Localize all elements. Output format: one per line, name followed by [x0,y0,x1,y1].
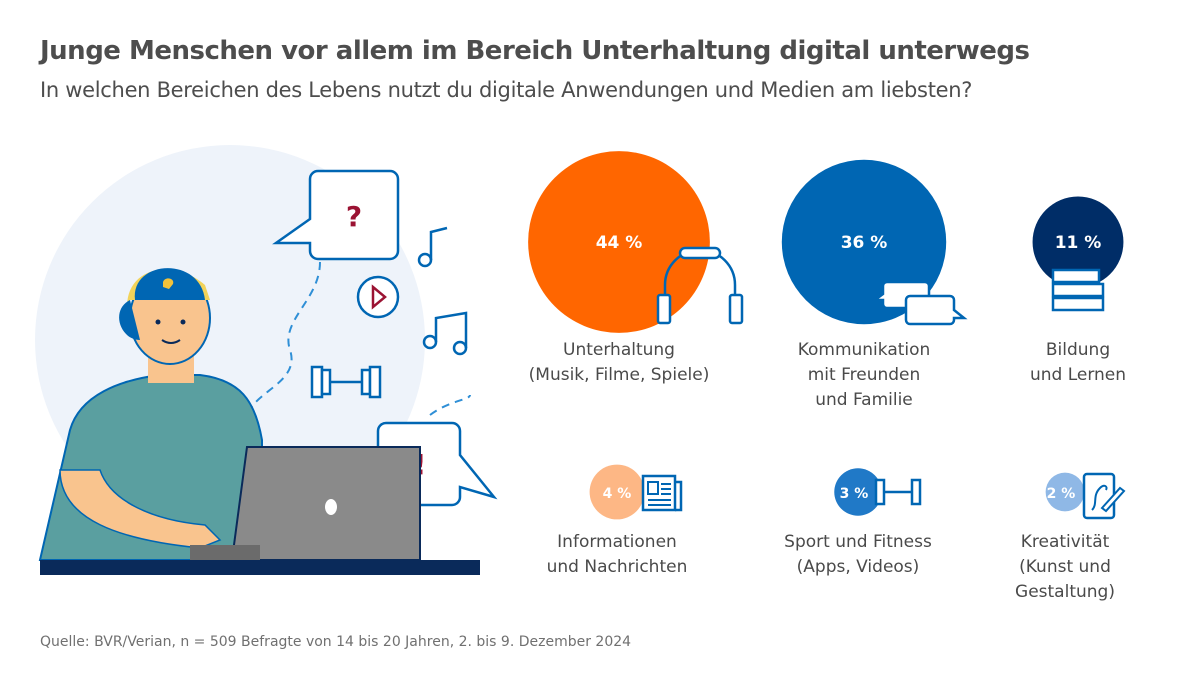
newspaper-icon [641,474,683,512]
category-label: Informationen und Nachrichten [546,532,688,577]
value-label: 3 % [840,486,869,502]
value-label: 4 % [603,486,632,502]
value-label: 44 % [596,233,643,253]
bubble-3 [589,464,645,520]
category-label: Kreativität (Kunst und Gestaltung) [1015,532,1115,602]
category-label: Sport und Fitness (Apps, Videos) [784,532,932,577]
desk [40,560,480,575]
dumbbell-icon [874,478,922,506]
category-label: Unterhaltung (Musik, Filme, Spiele) [528,340,710,385]
play-icon [356,275,400,319]
tablet-pen-icon [1082,472,1126,520]
laptop [190,446,421,561]
category-label: Kommunikation mit Freunden und Familie [797,340,931,410]
bubble-5 [1045,472,1085,512]
books-icon [1051,268,1105,312]
value-label: 11 % [1055,233,1102,253]
value-label: 2 % [1047,486,1076,502]
person [38,268,263,561]
category-label: Bildung und Lernen [1029,340,1127,385]
chat-bubbles-icon [871,280,968,326]
headphones-icon [656,246,744,325]
bubble-2 [1032,196,1124,288]
chart-title: Junge Menschen vor allem im Bereich Unte… [40,36,1030,66]
chart-subtitle: In welchen Bereichen des Lebens nutzt du… [40,78,973,102]
value-label: 36 % [841,233,888,253]
dumbbell-icon-illustration [310,365,382,399]
source-note: Quelle: BVR/Verian, n = 509 Befragte von… [40,634,632,650]
question-mark: ? [346,200,362,233]
bubble-4 [834,468,882,516]
speech-bubble-question: ? [272,169,400,261]
music-note-icon [417,226,468,356]
